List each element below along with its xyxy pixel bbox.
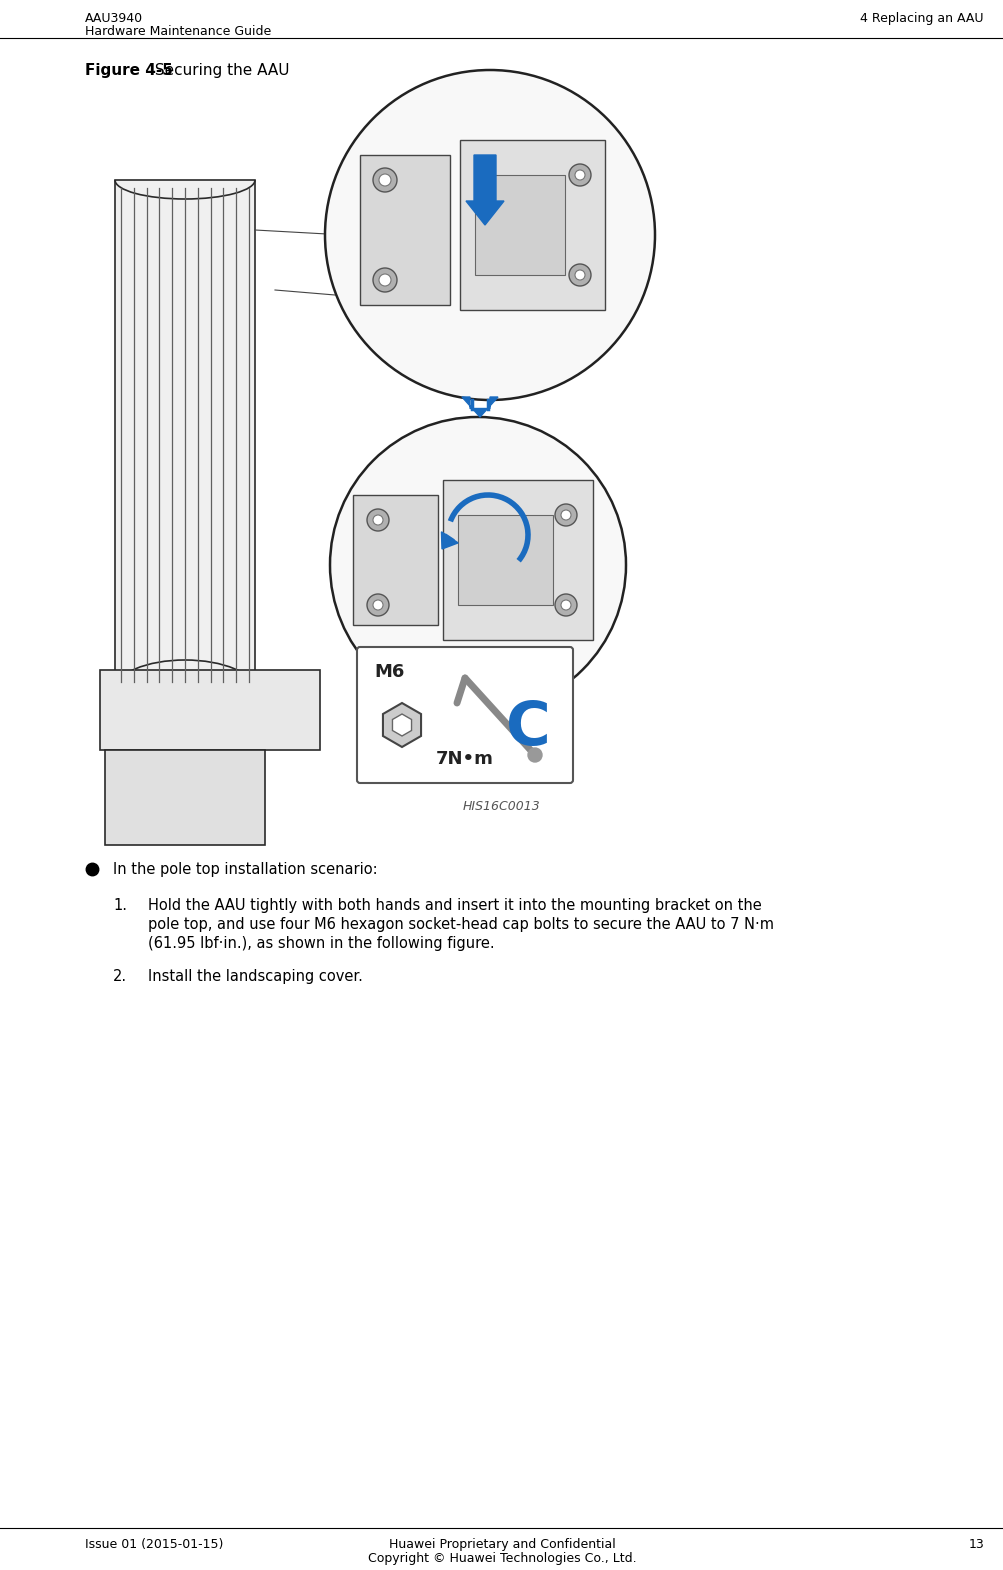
Circle shape: [373, 600, 382, 611]
Text: 13: 13: [967, 1539, 983, 1551]
Text: Figure 4-5: Figure 4-5: [85, 63, 173, 78]
Text: Issue 01 (2015-01-15): Issue 01 (2015-01-15): [85, 1539, 223, 1551]
Circle shape: [555, 593, 577, 615]
Circle shape: [373, 168, 396, 192]
Text: 4 Replacing an AAU: 4 Replacing an AAU: [860, 13, 983, 25]
Circle shape: [378, 275, 390, 286]
Circle shape: [569, 163, 591, 185]
Circle shape: [325, 71, 654, 400]
Text: Copyright © Huawei Technologies Co., Ltd.: Copyright © Huawei Technologies Co., Ltd…: [367, 1553, 636, 1565]
Text: C: C: [506, 699, 550, 757]
Circle shape: [378, 174, 390, 185]
Text: HIS16C0013: HIS16C0013: [462, 801, 541, 813]
Bar: [353, 495, 437, 625]
Text: Install the landscaping cover.: Install the landscaping cover.: [147, 969, 362, 984]
Text: Hardware Maintenance Guide: Hardware Maintenance Guide: [85, 25, 271, 38]
Bar: [360, 155, 449, 305]
Circle shape: [528, 747, 542, 761]
FancyArrow shape: [465, 155, 504, 225]
Text: pole top, and use four M6 hexagon socket-head cap bolts to secure the AAU to 7 N: pole top, and use four M6 hexagon socket…: [147, 917, 773, 933]
Circle shape: [367, 593, 388, 615]
Circle shape: [575, 270, 585, 279]
Circle shape: [561, 510, 571, 520]
Text: AAU3940: AAU3940: [85, 13, 143, 25]
Circle shape: [373, 268, 396, 292]
Circle shape: [373, 515, 382, 524]
FancyBboxPatch shape: [357, 647, 573, 783]
Polygon shape: [392, 714, 411, 736]
Circle shape: [330, 418, 626, 713]
Bar: [105, 750, 265, 845]
FancyArrow shape: [461, 397, 497, 418]
Text: Hold the AAU tightly with both hands and insert it into the mounting bracket on : Hold the AAU tightly with both hands and…: [147, 898, 761, 914]
Bar: [115, 181, 255, 689]
Polygon shape: [382, 703, 420, 747]
Circle shape: [367, 509, 388, 531]
Circle shape: [569, 264, 591, 286]
Circle shape: [555, 504, 577, 526]
Circle shape: [561, 600, 571, 611]
Circle shape: [575, 170, 585, 181]
Text: 2.: 2.: [113, 969, 127, 984]
Text: In the pole top installation scenario:: In the pole top installation scenario:: [113, 862, 377, 878]
Text: M6: M6: [374, 663, 404, 681]
Text: Huawei Proprietary and Confidential: Huawei Proprietary and Confidential: [388, 1539, 615, 1551]
Text: 1.: 1.: [113, 898, 126, 914]
Text: 7N•m: 7N•m: [435, 750, 493, 768]
Text: (61.95 lbf·in.), as shown in the following figure.: (61.95 lbf·in.), as shown in the followi…: [147, 936, 494, 951]
Bar: [100, 670, 320, 750]
Text: Securing the AAU: Securing the AAU: [149, 63, 289, 78]
Bar: [474, 174, 565, 275]
Bar: [110, 89, 889, 810]
Bar: [459, 140, 605, 309]
Bar: [442, 480, 593, 641]
Bar: [457, 515, 553, 604]
FancyArrow shape: [441, 532, 457, 550]
